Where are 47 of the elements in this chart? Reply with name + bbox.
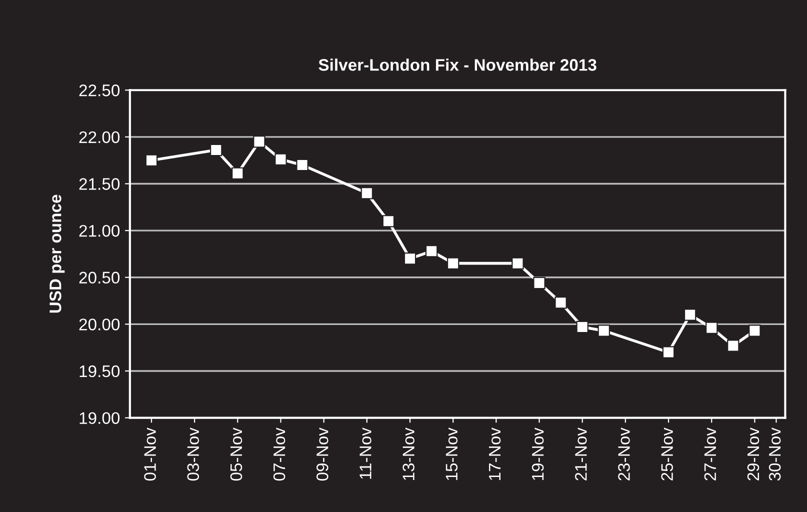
- y-tick-label: 21.50: [79, 178, 120, 190]
- x-tick-label: 23-Nov: [618, 428, 630, 480]
- point: [145, 154, 158, 166]
- point: [512, 257, 524, 270]
- x-tick-label: 03-Nov: [187, 428, 200, 481]
- point: [533, 276, 546, 290]
- x-tick-label: 01-Nov: [144, 428, 156, 481]
- point: [210, 144, 222, 156]
- point: [425, 245, 438, 258]
- point: [748, 324, 761, 337]
- point: [232, 167, 244, 180]
- y-tick-label: 19.00: [80, 412, 120, 424]
- x-tick-label: 13-Nov: [402, 428, 414, 480]
- x-tick-label: 30-Nov: [768, 428, 781, 481]
- point: [684, 308, 696, 321]
- point: [360, 186, 374, 200]
- x-tick-label: 25-Nov: [661, 428, 673, 480]
- x-tick-label: 05-Nov: [230, 428, 242, 481]
- point: [296, 158, 308, 172]
- x-tick-label: 17-Nov: [489, 428, 501, 480]
- x-tick-label: 09-Nov: [316, 428, 328, 481]
- y-tick-label: 22.50: [79, 84, 120, 96]
- y-tick-label: 19.50: [80, 365, 120, 378]
- y-tick-label: 21.00: [79, 224, 120, 237]
- point: [705, 322, 718, 334]
- x-tick-label: 29-Nov: [747, 428, 760, 480]
- x-tick-label: 19-Nov: [532, 428, 544, 480]
- point: [404, 252, 416, 265]
- point: [382, 215, 395, 228]
- point: [446, 257, 460, 270]
- point: [662, 346, 675, 358]
- point: [253, 135, 266, 148]
- x-tick-label: 11-Nov: [360, 428, 372, 479]
- point: [727, 340, 740, 352]
- y-axis-title: USD per ounce: [50, 194, 65, 313]
- x-tick-label: 07-Nov: [273, 428, 286, 481]
- y-tick-label: 22.00: [79, 131, 120, 144]
- point: [274, 153, 287, 166]
- y-tick-label: 20.50: [79, 272, 120, 284]
- y-tick-label: 20.00: [79, 318, 120, 330]
- point: [554, 296, 567, 309]
- x-tick-label: 21-Nov: [575, 428, 587, 480]
- point: [598, 324, 610, 337]
- chart-title: Silver-London Fix - November 2013: [318, 58, 596, 71]
- x-tick-label: 27-Nov: [704, 428, 716, 480]
- x-tick-label: 15-Nov: [446, 428, 458, 480]
- point: [576, 320, 588, 334]
